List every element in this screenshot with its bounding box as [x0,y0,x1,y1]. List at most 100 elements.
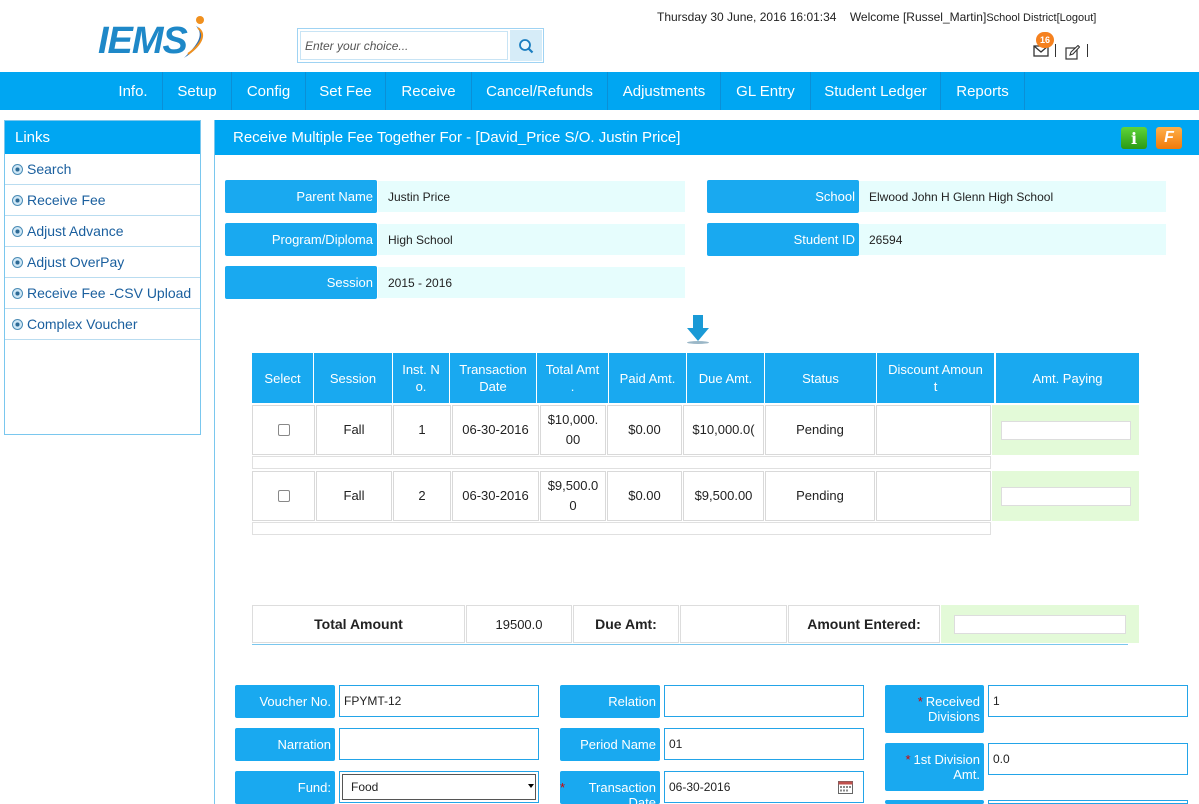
session-label: Session [225,266,377,299]
table-cell: $0.00 [607,405,682,455]
th-inst-no: Inst. N o. [393,353,449,403]
voucher-no-field[interactable]: FPYMT-12 [339,685,539,717]
search-icon [519,38,534,53]
main-nav: Info. Setup Config Set Fee Receive Cance… [0,72,1199,110]
table-cell-status: Pending [765,471,875,521]
table-cell-status: Pending [765,405,875,455]
nav-info[interactable]: Info. [104,72,163,110]
arrow-down-icon [687,315,709,344]
link-label: Receive Fee -CSV Upload [27,285,192,301]
row-checkbox[interactable] [277,490,290,502]
th-text: Total Amt [545,362,600,377]
panel-title: Receive Multiple Fee Together For - [Dav… [215,120,1199,155]
total-amount-label: Total Amount [252,605,465,643]
chevron-down-icon [528,784,534,788]
nav-receive[interactable]: Receive [386,72,472,110]
table-cell: 2 [393,471,451,521]
period-name-field[interactable]: 01 [664,728,864,760]
session-value: 2015 - 2016 [378,267,685,298]
cell-text: $10,000. [547,412,599,427]
th-discount-amount: Discount Amoun t [877,353,994,403]
next-field[interactable] [988,800,1188,804]
amount-entered-input[interactable] [954,614,1126,634]
link-label: Adjust Advance [27,223,124,239]
datetime: Thursday 30 June, 2016 16:01:34 [657,10,837,24]
school-district: School District [986,12,1057,24]
nav-config[interactable]: Config [232,72,306,110]
nav-reports[interactable]: Reports [941,72,1025,110]
nav-gl-entry[interactable]: GL Entry [721,72,811,110]
required-marker: * [560,780,566,795]
label-text: Transaction Date [588,780,656,804]
amt-paying-input[interactable] [1000,486,1131,506]
welcome-text: Welcome [Russel_Martin] [849,10,987,24]
logo-swoosh-icon [184,16,204,58]
nav-student-ledger[interactable]: Student Ledger [811,72,941,110]
school-value: Elwood John H Glenn High School [859,181,1166,212]
cell-text: 0 [569,498,577,513]
bullet-icon [12,287,23,299]
table-cell-discount [876,471,991,521]
links-title: Links [5,121,200,154]
required-marker: * [905,752,911,767]
edit-icon[interactable] [1065,45,1080,60]
link-complex-voucher[interactable]: Complex Voucher [5,309,200,340]
period-name-label: Period Name [560,728,660,761]
student-id-value: 26594 [859,224,1166,255]
total-amount-value: 19500.0 [466,605,572,643]
fund-select-value: Food [342,774,536,800]
link-adjust-overpay[interactable]: Adjust OverPay [5,247,200,278]
search-input[interactable] [300,31,508,60]
nav-set-fee[interactable]: Set Fee [306,72,386,110]
nav-adjustments[interactable]: Adjustments [608,72,721,110]
parent-name-value: Justin Price [378,181,685,212]
th-text: Date [479,379,507,394]
th-text: Discount Amoun [888,362,983,377]
first-division-amt-field[interactable]: 0.0 [988,743,1188,775]
logo-text: IEMS [98,20,188,62]
f-button[interactable]: F [1156,127,1182,149]
nav-setup[interactable]: Setup [163,72,232,110]
th-text: Inst. N [402,362,440,377]
table-row-2-select [252,471,315,521]
next-field-label [885,800,984,804]
program-value: High School [378,224,685,255]
table-cell: $0.00 [607,471,682,521]
calendar-icon[interactable] [838,780,853,794]
bullet-icon [12,256,23,268]
link-label: Receive Fee [27,192,106,208]
link-label: Search [27,161,72,177]
th-due-amt: Due Amt. [687,353,764,403]
table-cell-paying [992,405,1139,455]
fund-select[interactable]: Food [339,771,539,803]
link-search[interactable]: Search [5,154,200,185]
bullet-icon [12,318,23,330]
link-adjust-advance[interactable]: Adjust Advance [5,216,200,247]
relation-field[interactable] [664,685,864,717]
link-receive-fee[interactable]: Receive Fee [5,185,200,216]
transaction-date-label: * Transaction Date [560,771,660,804]
table-cell: $9,500.00 [683,471,764,521]
amt-paying-input[interactable] [1000,420,1131,440]
link-receive-fee-csv[interactable]: Receive Fee -CSV Upload [5,278,200,309]
search-button[interactable] [510,30,542,61]
table-cell-discount [876,405,991,455]
transaction-date-field[interactable]: 06-30-2016 [664,771,864,803]
bullet-icon [12,225,23,237]
voucher-no-label: Voucher No. [235,685,335,718]
iems-logo[interactable]: IEMS [96,12,216,64]
due-amt-value [680,605,787,643]
links-panel: Links Search Receive Fee Adjust Advance … [4,120,201,435]
table-cell: 06-30-2016 [452,471,539,521]
narration-field[interactable] [339,728,539,760]
th-transaction-date: Transaction Date [450,353,536,403]
row-checkbox[interactable] [277,424,290,436]
info-button[interactable]: i [1121,127,1147,149]
table-cell: $10,000.0( [683,405,764,455]
received-divisions-field[interactable]: 1 [988,685,1188,717]
logout-link[interactable]: [Logout] [1056,12,1097,24]
nav-cancel-refunds[interactable]: Cancel/Refunds [472,72,608,110]
table-cell-total: $9,500.0 0 [540,471,606,521]
program-label: Program/Diploma [225,223,377,256]
student-id-label: Student ID [707,223,859,256]
